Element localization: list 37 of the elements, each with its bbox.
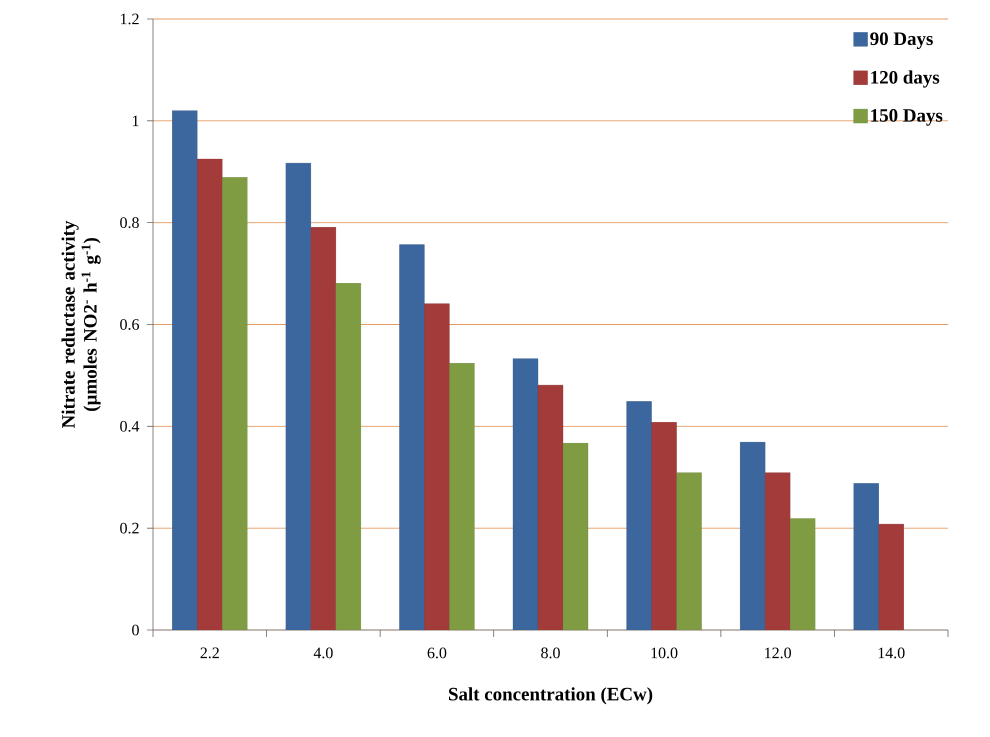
bar — [310, 227, 336, 630]
bar — [626, 401, 652, 630]
x-tick-label: 12.0 — [765, 648, 791, 658]
x-tick-label: 8.0 — [541, 648, 560, 658]
x-tick-label: 10.0 — [652, 648, 678, 658]
y-tick-label: 0 — [132, 624, 139, 636]
bar — [449, 363, 475, 630]
bar — [854, 483, 879, 630]
bar — [538, 384, 564, 630]
y-tick-label: 1.2 — [120, 14, 139, 24]
bar — [286, 162, 312, 630]
x-tick-label: 14.0 — [878, 648, 905, 658]
bar — [512, 358, 538, 630]
y-tick-label: 1 — [132, 116, 139, 126]
bar — [651, 422, 677, 630]
bar — [562, 442, 588, 630]
y-tick-label: 0.2 — [120, 522, 139, 534]
x-tick-label: 2.2 — [200, 648, 219, 658]
bar — [399, 244, 425, 630]
bar — [222, 177, 248, 630]
x-tick-label: 6.0 — [428, 648, 446, 658]
legend-label: 120 days — [871, 70, 940, 88]
legend-label: 90 Days — [870, 32, 933, 50]
bar — [424, 303, 450, 630]
bar — [765, 472, 790, 630]
bar — [878, 524, 904, 630]
bar — [790, 518, 816, 630]
bar — [676, 472, 702, 630]
y-tick-label: 0.8 — [120, 217, 139, 228]
x-tick-label: 4.0 — [314, 648, 333, 658]
bar — [336, 283, 362, 630]
y-tick-label: 0.4 — [120, 420, 140, 432]
y-tick-label: 0.6 — [120, 319, 140, 330]
bar — [740, 442, 766, 630]
x-axis-title: Salt concentration (ECw) — [448, 687, 652, 704]
bar — [172, 110, 198, 630]
bar — [197, 158, 222, 630]
